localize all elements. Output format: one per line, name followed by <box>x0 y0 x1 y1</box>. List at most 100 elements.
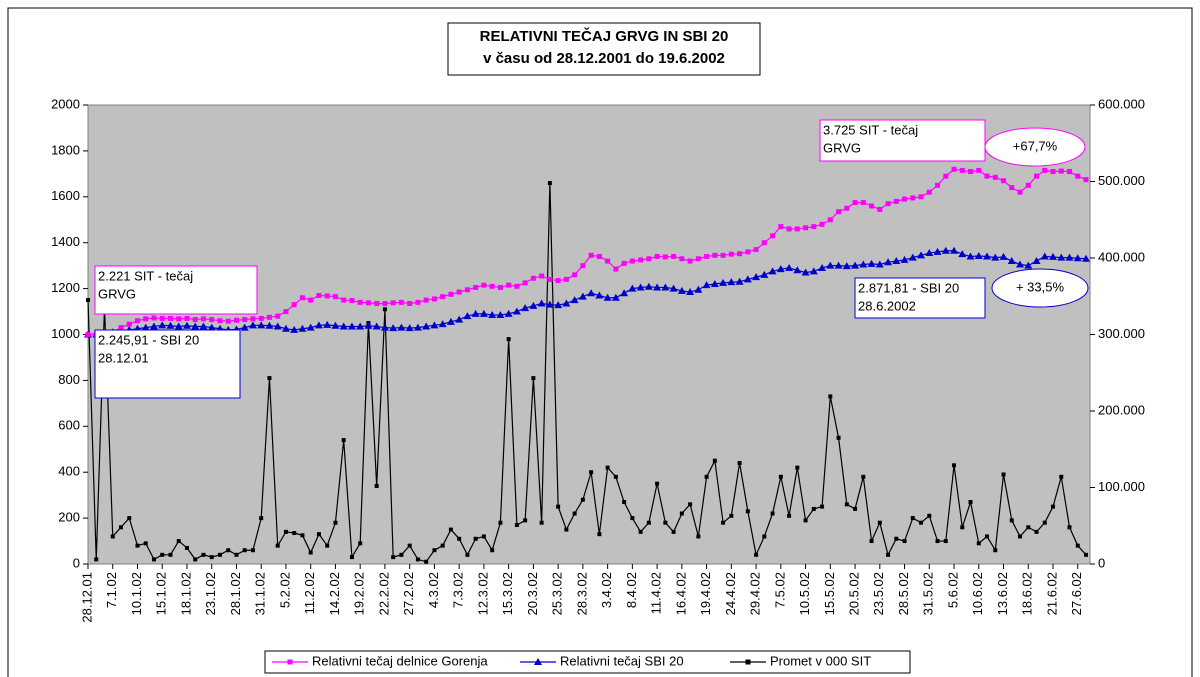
marker <box>398 299 404 305</box>
marker <box>184 545 189 550</box>
plot-area <box>87 104 1091 565</box>
marker <box>859 260 868 268</box>
marker <box>925 249 934 257</box>
marker <box>258 315 264 321</box>
marker <box>671 253 677 259</box>
marker <box>275 313 281 319</box>
marker <box>786 226 792 232</box>
marker <box>324 293 330 299</box>
x-tick-label: 11.4.02 <box>649 572 664 614</box>
marker <box>1067 525 1072 530</box>
marker <box>1009 185 1015 191</box>
marker <box>679 256 685 262</box>
marker <box>149 322 158 330</box>
marker <box>836 209 842 215</box>
marker <box>762 534 767 539</box>
marker <box>250 316 256 322</box>
marker <box>374 483 379 488</box>
marker <box>1050 169 1056 175</box>
x-tick-label: 29.4.02 <box>748 572 763 615</box>
marker <box>778 474 783 479</box>
marker <box>671 529 676 534</box>
marker <box>926 189 932 195</box>
marker <box>861 474 866 479</box>
marker <box>622 500 627 505</box>
marker <box>118 325 124 331</box>
marker <box>389 324 398 332</box>
marker <box>695 256 701 262</box>
marker <box>1017 189 1023 195</box>
annotation: 2.221 SIT - tečaj GRVG <box>98 268 193 301</box>
marker <box>661 283 670 291</box>
marker <box>760 270 769 278</box>
marker <box>233 317 239 323</box>
x-tick-label: 28.5.02 <box>896 572 911 615</box>
marker <box>209 555 214 560</box>
marker <box>448 527 453 532</box>
y-tick-label: 400 <box>58 464 80 479</box>
marker <box>86 298 90 303</box>
marker <box>589 470 594 475</box>
marker <box>380 323 389 331</box>
marker <box>357 299 363 305</box>
legend-box <box>264 650 911 674</box>
marker <box>828 394 833 399</box>
marker <box>291 302 297 308</box>
x-tick-label: 5.2.02 <box>277 572 292 608</box>
marker <box>688 502 693 507</box>
annotation-box <box>819 119 986 162</box>
marker <box>226 548 231 553</box>
x-tick-label: 31.5.02 <box>921 572 936 615</box>
marker <box>234 552 239 557</box>
marker <box>1058 168 1064 174</box>
marker <box>605 465 610 470</box>
marker <box>991 253 1000 261</box>
marker <box>118 525 123 530</box>
legend-marker <box>534 658 542 665</box>
marker <box>811 224 817 230</box>
marker <box>801 268 810 276</box>
marker <box>273 322 282 330</box>
marker <box>710 280 719 288</box>
marker <box>687 258 693 264</box>
marker <box>809 267 818 275</box>
marker <box>564 527 569 532</box>
marker <box>984 173 990 179</box>
marker <box>1083 177 1089 183</box>
annotation-ellipse <box>984 127 1086 167</box>
marker <box>283 529 288 534</box>
marker <box>290 325 299 333</box>
annotation-text: 2.221 SIT - tečaj <box>98 268 193 283</box>
marker <box>191 322 200 330</box>
marker <box>539 273 545 279</box>
marker <box>563 276 569 282</box>
marker <box>143 316 149 322</box>
annotation-text: GRVG <box>823 140 861 155</box>
x-tick-label: 13.6.02 <box>995 572 1010 615</box>
x-tick-label: 7.5.02 <box>772 572 787 608</box>
y2-tick-label: 500.000 <box>1098 173 1145 188</box>
marker <box>951 166 957 172</box>
marker <box>851 261 860 269</box>
annotation-text: 2.871,81 - SBI 20 <box>858 280 959 295</box>
marker <box>506 337 511 342</box>
marker <box>655 481 660 486</box>
marker <box>399 552 404 557</box>
marker <box>514 522 519 527</box>
marker <box>323 320 332 328</box>
marker <box>217 552 222 557</box>
marker <box>1075 543 1080 548</box>
marker <box>457 536 462 541</box>
marker <box>555 278 561 284</box>
marker <box>900 255 909 263</box>
marker <box>787 513 792 518</box>
marker <box>1009 518 1014 523</box>
x-tick-label: 10.6.02 <box>970 572 985 615</box>
marker <box>761 240 767 246</box>
marker <box>514 283 520 289</box>
marker <box>325 543 330 548</box>
marker <box>448 291 454 297</box>
marker <box>391 555 396 560</box>
marker <box>397 323 406 331</box>
